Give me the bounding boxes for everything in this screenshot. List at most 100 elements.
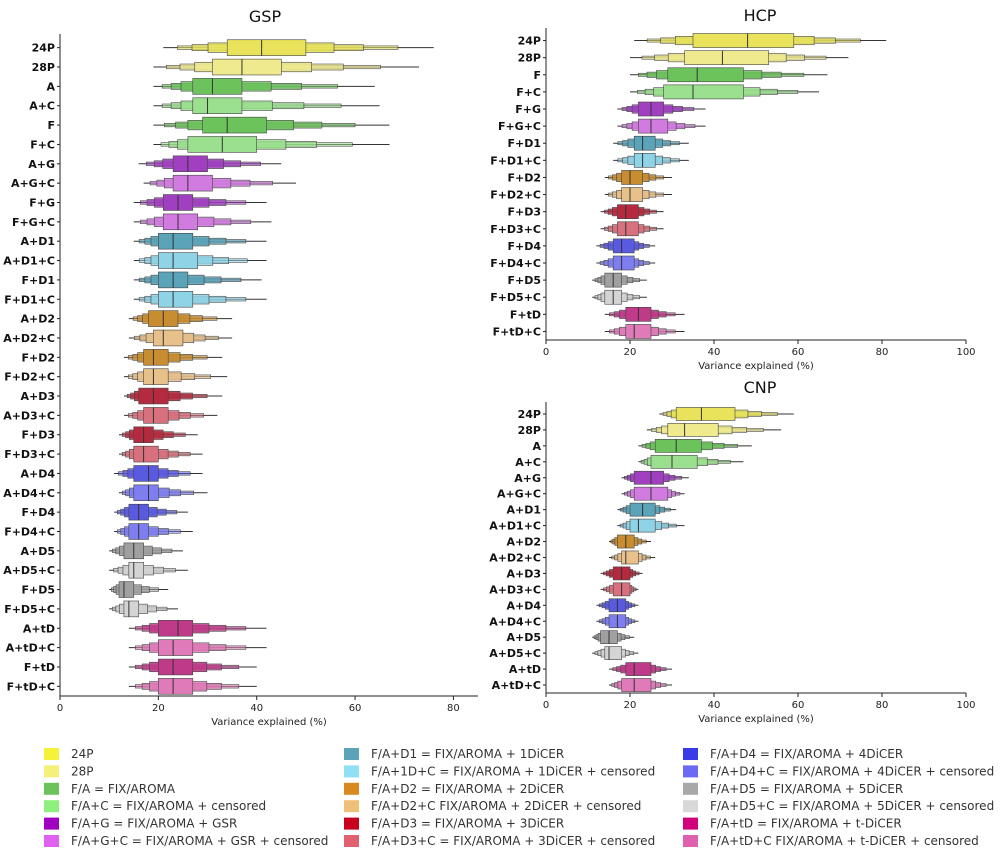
category-label: F+tD+C	[493, 325, 541, 338]
category-label: A+G	[28, 158, 55, 171]
category-label: F+D2+C	[490, 189, 541, 202]
legend-label: F/A+C = FIX/AROMA + censored	[71, 799, 266, 813]
category-label: F+D1	[21, 274, 55, 287]
category-label: A+D1	[20, 235, 55, 248]
legend-swatch	[44, 782, 59, 795]
category-label: A+D4+C	[3, 487, 55, 500]
x-tick-label: 40	[708, 347, 721, 358]
iqr-box	[633, 135, 656, 151]
category-label: F+D2+C	[4, 371, 55, 384]
iqr-box	[621, 170, 643, 185]
category-label: F+D5	[507, 274, 541, 287]
category-label: A+tD	[509, 663, 541, 676]
x-tick-label: 100	[956, 700, 975, 711]
iqr-box	[153, 329, 184, 347]
iqr-box	[621, 550, 639, 565]
legend-label: F/A+G+C = FIX/AROMA + GSR + censored	[71, 834, 328, 848]
iqr-box	[684, 50, 769, 65]
cnp-panel: CNP 0 20 40 60 80 100 Variance explained (%) 24P…	[489, 378, 975, 725]
hcp-panel: HCP 0 20 40 60 80 100 Variance explained (%) 24P…	[490, 6, 975, 372]
category-label: A	[46, 80, 55, 93]
category-label: F	[533, 69, 541, 82]
iqr-box	[158, 639, 194, 656]
iqr-box	[123, 600, 139, 618]
iqr-box	[667, 67, 744, 83]
x-tick-label: 100	[956, 347, 975, 358]
category-label: F+G+C	[498, 120, 541, 133]
legend-swatch	[344, 748, 359, 760]
category-label: A+G	[514, 472, 541, 485]
category-label: A+G+C	[497, 488, 541, 501]
x-axis-label: Variance explained (%)	[211, 717, 327, 728]
x-tick-label: 80	[876, 347, 889, 358]
category-label: A+D3+C	[489, 583, 541, 596]
iqr-box	[650, 454, 698, 469]
x-tick-label: 40	[250, 703, 263, 714]
category-label: A+D2+C	[489, 551, 541, 564]
category-label: F+D2	[21, 351, 55, 364]
iqr-box	[625, 662, 652, 676]
x-tick-label: 20	[624, 347, 637, 358]
iqr-box	[226, 39, 307, 56]
x-tick-label: 0	[57, 703, 63, 714]
iqr-box	[692, 33, 795, 48]
iqr-box	[675, 407, 736, 421]
category-label: F+D3	[507, 206, 541, 219]
iqr-box	[172, 155, 208, 173]
iqr-box	[158, 232, 194, 250]
iqr-box	[133, 465, 159, 482]
category-label: F+D1+C	[4, 293, 55, 306]
category-label: A+D4	[20, 467, 55, 480]
x-tick-label: 20	[624, 700, 637, 711]
category-label: A+D2+C	[3, 332, 55, 345]
legend-swatch	[44, 800, 59, 813]
legend-label: F/A+D2 = FIX/AROMA + 2DiCER	[371, 782, 564, 796]
category-label: A+D5	[506, 631, 541, 644]
category-label: F+G	[515, 103, 541, 116]
legend-label: F/A+1D+C = FIX/AROMA + 1DiCER + censored	[371, 764, 655, 778]
category-label: A+D1	[506, 504, 541, 517]
category-label: A+tD+C	[492, 679, 541, 692]
category-label: A+D3	[20, 390, 55, 403]
category-label: A+D5	[20, 545, 55, 558]
legend-swatch	[683, 800, 698, 813]
x-tick-label: 80	[447, 703, 460, 714]
iqr-box	[612, 255, 635, 271]
legend-label: F/A+D3+C = FIX/AROMA + 3DiCER + censored	[371, 834, 655, 848]
category-label: A+D5+C	[489, 647, 541, 660]
category-label: F+C	[516, 86, 541, 99]
x-tick-label: 0	[543, 700, 549, 711]
iqr-box	[158, 252, 198, 269]
category-label: A+D1+C	[3, 255, 55, 268]
category-label: A+D2	[506, 536, 541, 549]
category-label: F+tD+C	[7, 680, 55, 693]
category-label: A+D1+C	[489, 520, 541, 533]
category-label: F+D3+C	[490, 223, 541, 236]
iqr-box	[212, 58, 282, 76]
legend-swatch	[683, 782, 698, 795]
legend-label: F/A+D5+C = FIX/AROMA + 5DiCER + censored	[710, 799, 994, 813]
iqr-box	[133, 484, 159, 502]
category-label: F+D3	[21, 429, 55, 442]
iqr-box	[617, 204, 639, 219]
legend-swatch	[683, 835, 698, 847]
iqr-box	[621, 678, 652, 692]
legend-swatch	[683, 765, 698, 778]
iqr-box	[604, 646, 622, 660]
category-label: F+D1+C	[490, 154, 541, 167]
category-label: F+G+C	[12, 216, 55, 229]
iqr-box	[612, 238, 635, 254]
category-label: A+tD+C	[6, 642, 55, 655]
legend-swatch	[683, 748, 698, 760]
category-label: A+C	[515, 456, 541, 469]
category-label: A+tD	[23, 622, 55, 635]
iqr-box	[621, 187, 643, 202]
category-label: A+G+C	[11, 177, 55, 190]
legend-label: F/A+tD+C FIX/AROMA + t-DiCER + censored	[710, 834, 979, 848]
legend-swatch	[344, 817, 359, 830]
iqr-box	[192, 78, 243, 95]
x-tick-label: 60	[792, 347, 805, 358]
category-label: F+D5+C	[490, 291, 541, 304]
category-label: 28P	[518, 424, 541, 437]
